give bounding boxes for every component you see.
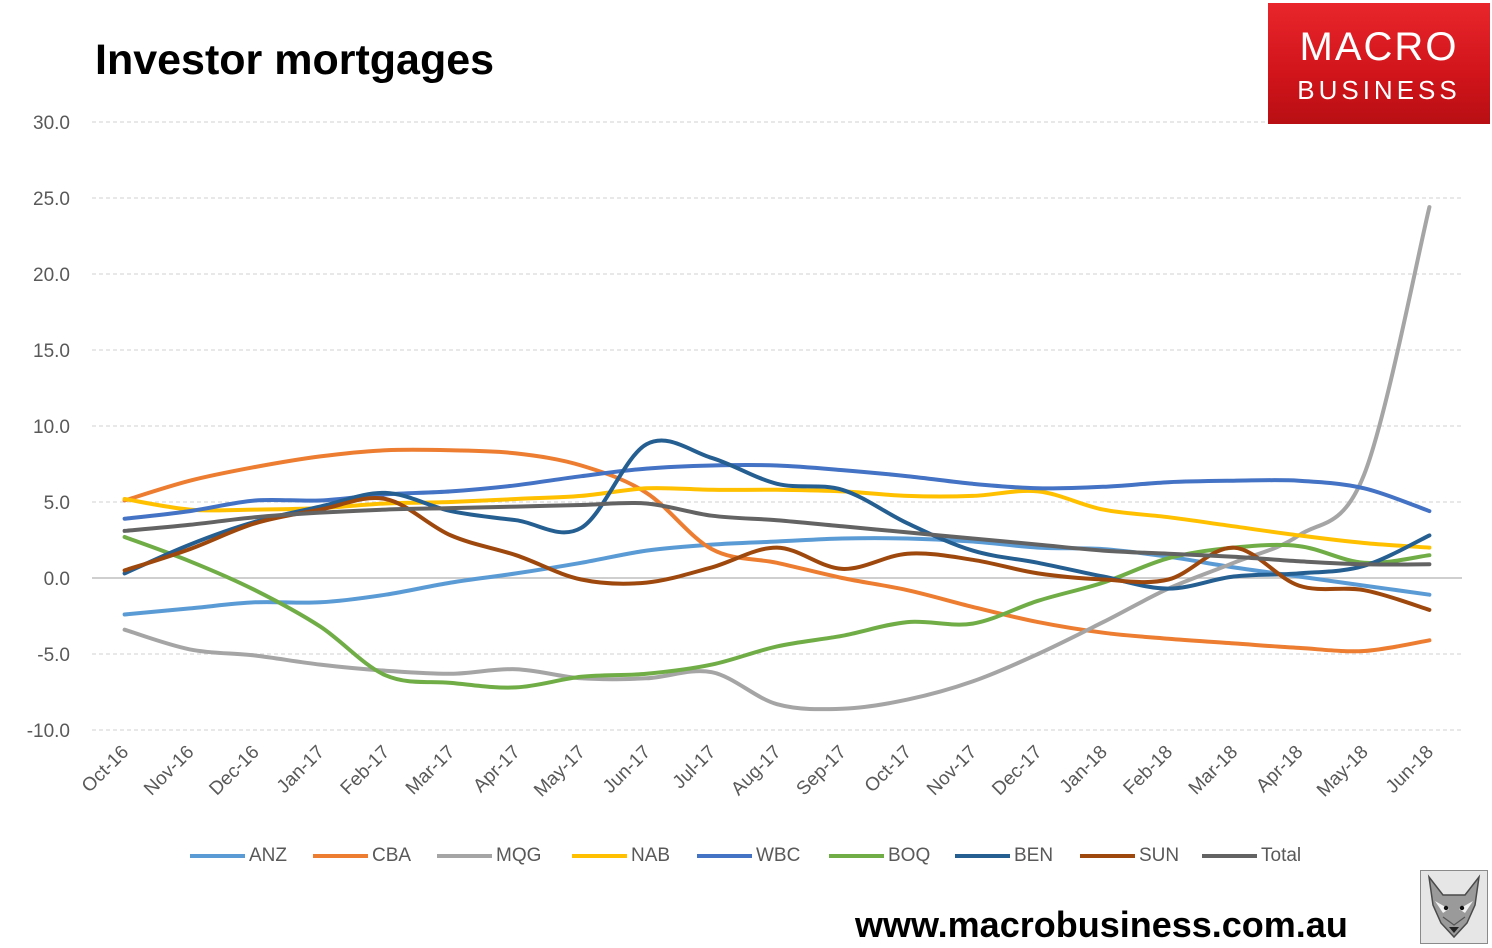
legend-label: SUN: [1139, 845, 1180, 866]
x-tick-label: Aug-17: [727, 742, 785, 800]
legend-swatch: [572, 854, 627, 858]
series-line-total: [122, 500, 1432, 567]
x-tick-label: Nov-17: [923, 742, 981, 800]
y-axis-tick-labels: 30.0 25.0 20.0 15.0 10.0 5.0 0.0 -5.0 -10.0: [27, 113, 70, 742]
x-tick-label: Jun-17: [599, 742, 655, 798]
series-line-nab: [122, 486, 1432, 550]
y-tick-label: -5.0: [37, 645, 70, 666]
series-line-wbc: [122, 463, 1432, 521]
legend-label: MQG: [496, 845, 542, 866]
x-tick-label: May-17: [530, 742, 590, 802]
x-tick-label: Mar-17: [402, 742, 459, 799]
x-tick-label: Nov-16: [140, 742, 198, 800]
y-tick-label: 10.0: [33, 417, 70, 438]
x-tick-label: Jan-18: [1056, 742, 1112, 798]
x-tick-label: Jan-17: [273, 742, 329, 798]
logo-line-1: MACRO: [1299, 25, 1459, 69]
x-tick-label: Dec-17: [988, 742, 1046, 800]
legend-item-boq: BOQ: [829, 844, 930, 868]
legend-label: NAB: [631, 845, 671, 866]
footer-url: www.macrobusiness.com.au: [855, 904, 1348, 945]
y-tick-label: 5.0: [44, 493, 70, 514]
series-line-anz: [122, 536, 1432, 617]
x-tick-label: Feb-18: [1120, 742, 1177, 799]
legend-item-nab: NAB: [572, 844, 670, 868]
legend-swatch: [313, 854, 368, 858]
y-tick-label: 0.0: [44, 569, 70, 590]
x-tick-label: Dec-16: [205, 742, 263, 800]
legend-swatch: [437, 854, 492, 858]
y-tick-label: 25.0: [33, 189, 70, 210]
legend-item-sun: SUN: [1080, 844, 1179, 868]
legend-swatch: [1202, 854, 1257, 858]
legend-label: WBC: [756, 845, 801, 866]
x-axis-tick-labels: Oct-16 Nov-16 Dec-16 Jan-17 Feb-17 Mar-17 Apr-…: [78, 742, 1438, 802]
legend-item-mqg: MQG: [437, 844, 541, 868]
legend-label: CBA: [372, 845, 412, 866]
x-tick-label: Mar-18: [1185, 742, 1242, 799]
legend-label: BOQ: [888, 845, 931, 866]
x-tick-label: Apr-18: [1252, 742, 1307, 797]
x-tick-label: Oct-17: [861, 742, 916, 797]
x-tick-label: Feb-17: [337, 742, 394, 799]
legend-swatch: [190, 854, 245, 858]
logo-line-2: BUSINESS: [1297, 75, 1461, 105]
y-tick-label: 30.0: [33, 113, 70, 134]
series-line-sun: [122, 496, 1432, 612]
macrobusiness-logo: MACRO BUSINESS: [1268, 3, 1490, 124]
series-line-mqg: [122, 205, 1432, 712]
x-tick-label: Apr-17: [469, 742, 524, 797]
legend-swatch: [697, 854, 752, 858]
legend-item-cba: CBA: [313, 844, 411, 868]
y-tick-label: -10.0: [27, 721, 70, 742]
legend-label: BEN: [1014, 845, 1054, 866]
legend-label: ANZ: [249, 845, 287, 866]
x-tick-label: Jul-17: [669, 742, 720, 793]
legend-item-anz: ANZ: [190, 844, 287, 868]
legend-swatch: [829, 854, 884, 858]
gridlines: [92, 121, 1462, 731]
series-line-ben: [122, 438, 1432, 591]
legend-swatch: [955, 854, 1010, 858]
chart-title: Investor mortgages: [95, 36, 495, 84]
y-tick-label: 20.0: [33, 265, 70, 286]
x-tick-label: Jun-18: [1382, 742, 1438, 798]
x-tick-label: Sep-17: [793, 742, 851, 800]
series-line-boq: [122, 535, 1432, 690]
legend-label: Total: [1261, 845, 1302, 866]
legend-item-wbc: WBC: [697, 844, 800, 868]
legend-item-ben: BEN: [955, 844, 1053, 868]
x-tick-label: Oct-16: [78, 742, 133, 797]
legend-item-total: Total: [1202, 844, 1301, 868]
series-lines: [122, 205, 1432, 712]
x-tick-label: May-18: [1313, 742, 1373, 802]
series-line-cba: [122, 447, 1432, 654]
legend-swatch: [1080, 854, 1135, 858]
fox-icon: [1427, 874, 1481, 939]
y-tick-label: 15.0: [33, 341, 70, 362]
fox-logo: [1420, 870, 1488, 944]
